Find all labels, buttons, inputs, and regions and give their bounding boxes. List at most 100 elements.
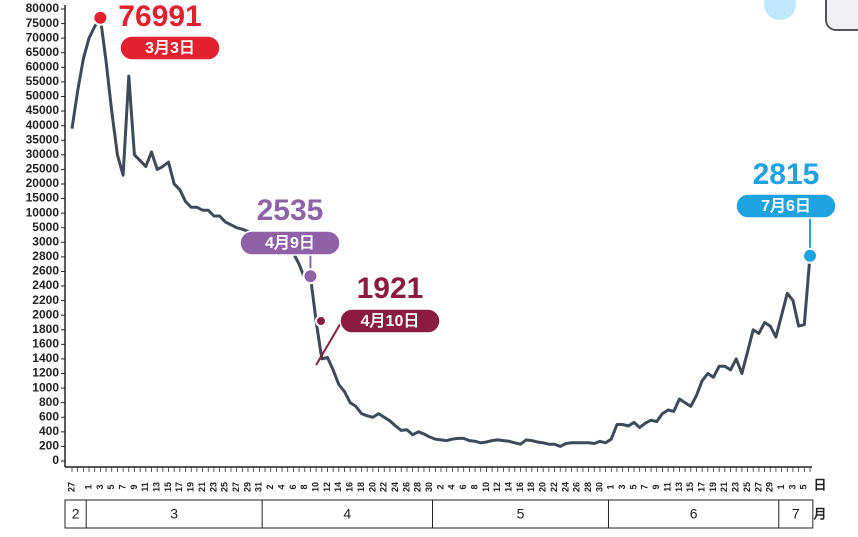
x-tick-label: 5 [106,484,116,489]
x-tick-label: 29 [765,482,775,492]
y-tick-label: 400 [39,424,59,438]
x-tick-label: 5 [799,484,809,489]
y-tick-label: 1000 [32,380,59,394]
y-tick-label: 3000 [32,234,59,248]
x-tick-label: 23 [208,482,218,492]
x-tick-label: 1 [606,484,616,489]
y-tick-label: 35000 [26,132,60,146]
x-tick-label: 15 [685,482,695,492]
date-label: 7月6日 [761,197,811,215]
x-tick-label: 5 [628,484,638,489]
month-label: 2 [72,506,80,522]
x-tick-label: 13 [674,482,684,492]
value-label: 76991 [118,0,201,33]
y-tick-label: 10000 [26,205,60,219]
x-tick-label: 7 [640,484,650,489]
x-tick-label: 18 [526,482,536,492]
x-tick-label: 16 [515,482,525,492]
date-pill [239,230,341,256]
y-tick-label: 55000 [26,74,60,88]
x-tick-label: 9 [129,484,139,489]
x-tick-label: 22 [379,482,389,492]
x-tick-label: 26 [572,482,582,492]
x-tick-label: 16 [345,482,355,492]
month-label: 6 [690,506,698,522]
x-tick-label: 23 [731,482,741,492]
point-marker [315,315,327,327]
y-tick-label: 40000 [26,118,60,132]
y-tick-label: 1800 [32,322,59,336]
value-label: 1921 [357,272,424,305]
x-tick-label: 6 [458,484,468,489]
y-tick-label: 70000 [26,30,60,44]
date-pill [735,193,837,219]
x-tick-label: 17 [697,482,707,492]
y-tick-label: 5000 [32,220,59,234]
y-tick-label: 2800 [32,249,59,263]
virus-icon [764,0,796,20]
x-tick-label: 20 [538,482,548,492]
x-tick-label: 3 [617,484,627,489]
x-tick-label: 1 [83,484,93,489]
x-tick-label: 19 [186,482,196,492]
y-tick-label: 80000 [26,1,60,15]
y-tick-label: 600 [39,409,59,423]
x-tick-label: 8 [299,484,309,489]
x-tick-label: 28 [413,482,423,492]
y-tick-label: 1600 [32,337,59,351]
x-tick-label: 19 [708,482,718,492]
x-tick-label: 25 [220,482,230,492]
x-tick-label: 28 [583,482,593,492]
y-tick-label: 2000 [32,307,59,321]
x-tick-label: 31 [254,482,264,492]
x-tick-label: 8 [469,484,479,489]
x-tick-label: 18 [356,482,366,492]
x-tick-label: 22 [549,482,559,492]
x-tick-label: 3 [95,484,105,489]
x-tick-label: 7 [117,484,127,489]
y-tick-label: 15000 [26,191,60,205]
y-tick-label: 30000 [26,147,60,161]
x-tick-label: 15 [163,482,173,492]
date-label: 4月10日 [361,312,420,330]
x-tick-label: 26 [401,482,411,492]
x-tick-label: 6 [288,484,298,489]
x-tick-label: 3 [787,484,797,489]
y-tick-label: 1400 [32,351,59,365]
y-tick-label: 1200 [32,366,59,380]
y-tick-label: 45000 [26,103,60,117]
x-tick-label: 11 [140,482,150,492]
x-tick-label: 13 [152,482,162,492]
x-tick-label: 10 [310,482,320,492]
x-tick-label: 27 [753,482,763,492]
month-row [64,499,814,529]
month-unit: 月 [812,506,826,521]
y-tick-label: 800 [39,395,59,409]
x-tick-label: 14 [503,482,513,492]
value-label: 2815 [753,158,820,191]
y-tick-label: 50000 [26,89,60,103]
x-tick-label: 24 [560,482,570,492]
y-tick-label: 2600 [32,264,59,278]
y-tick-label: 20000 [26,176,60,190]
date-pill [119,35,221,61]
x-tick-label: 2 [265,484,275,489]
x-tick-label: 27 [231,482,241,492]
x-tick-label: 9 [651,484,661,489]
leader [315,320,343,366]
y-tick-label: 25000 [26,162,60,176]
corner-icon [825,0,858,31]
x-tick-label: 1 [776,484,786,489]
x-tick-label: 27 [66,482,76,492]
data-line [70,16,812,448]
month-label: 4 [343,506,351,522]
month-label: 5 [517,506,525,522]
y-tick-label: 2400 [32,278,59,292]
x-tick-label: 17 [174,482,184,492]
x-unit: 日 [813,477,826,492]
x-tick-label: 30 [424,482,434,492]
y-tick-label: 200 [39,439,59,453]
